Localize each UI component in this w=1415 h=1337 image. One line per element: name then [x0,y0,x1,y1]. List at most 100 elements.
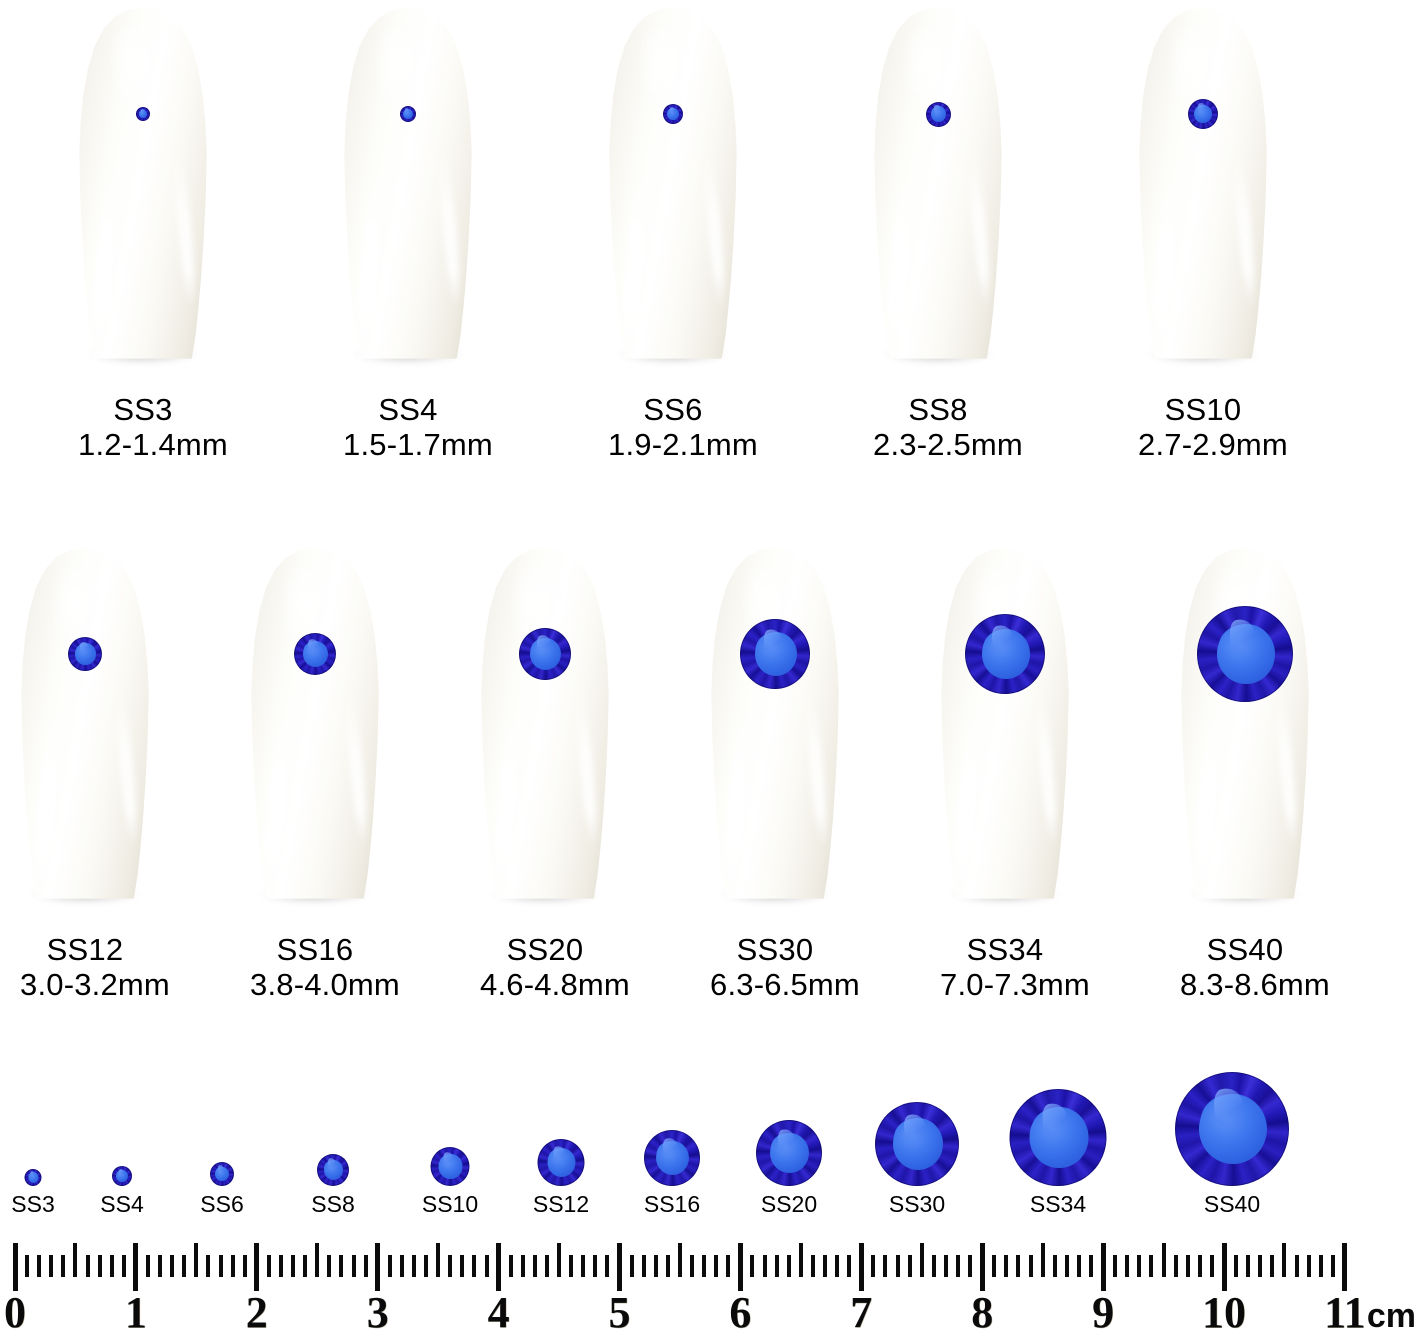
ruler-number-9: 9 [1092,1288,1115,1337]
rhinestone-gem [1175,1072,1289,1186]
nail-gloss-streak-left [885,169,915,347]
ruler-tick-minor [690,1255,695,1277]
ruler-tick-minor [581,1255,586,1277]
ruler-tick-minor [472,1255,477,1277]
ruler-tick-minor [1209,1255,1214,1277]
scale-gem-label: SS16 [643,1191,701,1217]
rhinestone-gem [875,1102,959,1186]
nail-tip-cell-ss3: SS3 1.2-1.4mm [78,0,228,480]
ruler-tick-minor [411,1255,416,1277]
nail-size-label: SS16 3.8-4.0mm [250,932,400,1003]
mm-range-label: 6.3-6.5mm [710,967,860,1003]
ss-code-label: SS30 [736,932,814,967]
ruler-tick-mid [1282,1243,1287,1277]
nail-size-label: SS3 1.2-1.4mm [78,392,228,463]
ruler-tick-minor [109,1255,114,1277]
ruler-tick-minor [786,1255,791,1277]
ruler-tick-minor [303,1255,308,1277]
rhinestone-gem [663,104,683,124]
ruler-tick-minor [569,1255,574,1277]
ruler-tick-minor [810,1255,815,1277]
nail-body [609,8,737,359]
nail-body [1139,8,1267,359]
ruler-tick-minor [1149,1255,1154,1277]
nail-size-label: SS34 7.0-7.3mm [940,932,1090,1003]
nail-gloss-streak-right [1033,688,1060,848]
scale-gem-label: SS6 [200,1191,244,1217]
nail-size-label: SS8 2.3-2.5mm [873,392,1023,463]
nail-gloss-streak-left [355,169,385,347]
ruler-tick-minor [327,1255,332,1277]
ruler-tick-minor [605,1255,610,1277]
ruler-tick-major [1221,1243,1227,1291]
scale-gem-label: SS30 [888,1191,946,1217]
nail-gloss-streak-right [1231,148,1258,308]
ruler-tick-minor [97,1255,102,1277]
ruler-tick-mid [1040,1243,1045,1277]
ruler-tick-mid [1161,1243,1166,1277]
ruler-tick-minor [907,1255,912,1277]
nail-gloss-streak-right [701,148,728,308]
ruler-tick-minor [158,1255,163,1277]
mm-range-label: 3.8-4.0mm [250,967,400,1003]
ruler-tick-minor [1173,1255,1178,1277]
ruler-number-11: 11 [1324,1288,1366,1337]
ruler-number-5: 5 [608,1288,631,1337]
ruler-tick-minor [1028,1255,1033,1277]
ruler-tick-minor [291,1255,296,1277]
scale-gem-label: SS10 [421,1191,479,1217]
nail-body [874,8,1002,359]
ruler-tick-minor [1197,1255,1202,1277]
ruler-tick-mid [677,1243,682,1277]
ruler-tick-major [1342,1243,1348,1291]
nail-tip [1180,548,1310,905]
ruler-number-0: 0 [4,1288,26,1337]
nail-tip-cell-ss30: SS30 6.3-6.5mm [710,540,860,1020]
ruler-tick-minor [1258,1255,1263,1277]
ruler-tick-major [737,1243,743,1291]
ruler-tick-minor [145,1255,150,1277]
nail-tip-cell-ss10: SS10 2.7-2.9mm [1138,0,1288,480]
mm-range-label: 4.6-4.8mm [480,967,630,1003]
ruler-tick-minor [218,1255,223,1277]
nail-tip [480,548,610,905]
rhinestone-gem [537,1139,585,1186]
nail-body [941,548,1069,899]
ruler-number-4: 4 [487,1288,510,1337]
nail-body [344,8,472,359]
ruler-tick-mid [557,1243,562,1277]
nail-gloss-streak-right [343,688,370,848]
rhinestone-gem [925,101,951,127]
nail-size-label: SS6 1.9-2.1mm [608,392,758,463]
ruler-tick-minor [1137,1255,1142,1277]
nail-gloss-streak-left [620,169,650,347]
rhinestone-gem [136,107,150,121]
nail-gloss-streak-left [722,709,752,887]
ruler-tick-major [617,1243,622,1291]
nail-tip-cell-ss34: SS34 7.0-7.3mm [940,540,1090,1020]
ruler-tick-minor [49,1255,54,1277]
ruler-tick-minor [665,1255,670,1277]
ruler-tick-minor [544,1255,549,1277]
nail-gloss-streak-left [90,169,120,347]
ruler-tick-minor [871,1255,876,1277]
ruler-tick-mid [315,1243,320,1277]
nail-gloss-streak-left [1150,169,1180,347]
scale-gem-wrapper [317,1154,349,1186]
ruler-tick-major [133,1243,139,1291]
ruler-tick-minor [956,1255,961,1277]
ruler-tick-minor [702,1255,707,1277]
scale-gem-wrapper [112,1166,132,1186]
nail-size-label: SS40 8.3-8.6mm [1180,932,1330,1003]
rhinestone-gem [519,628,571,680]
rhinestone-gem [965,614,1045,694]
nail-size-label: SS4 1.5-1.7mm [343,392,493,463]
ruler-tick-minor [823,1255,828,1277]
ruler-tick-minor [85,1255,90,1277]
nail-row-1: SS3 1.2-1.4mm SS4 1.5-1.7mm SS6 1.9-2.1mm SS8 2… [0,0,1415,480]
scale-gem-label: SS12 [532,1191,590,1217]
nail-top-sheen [376,25,429,118]
rhinestone-gem [740,619,810,689]
nail-tip [940,548,1070,905]
scale-gem-wrapper [756,1120,822,1186]
